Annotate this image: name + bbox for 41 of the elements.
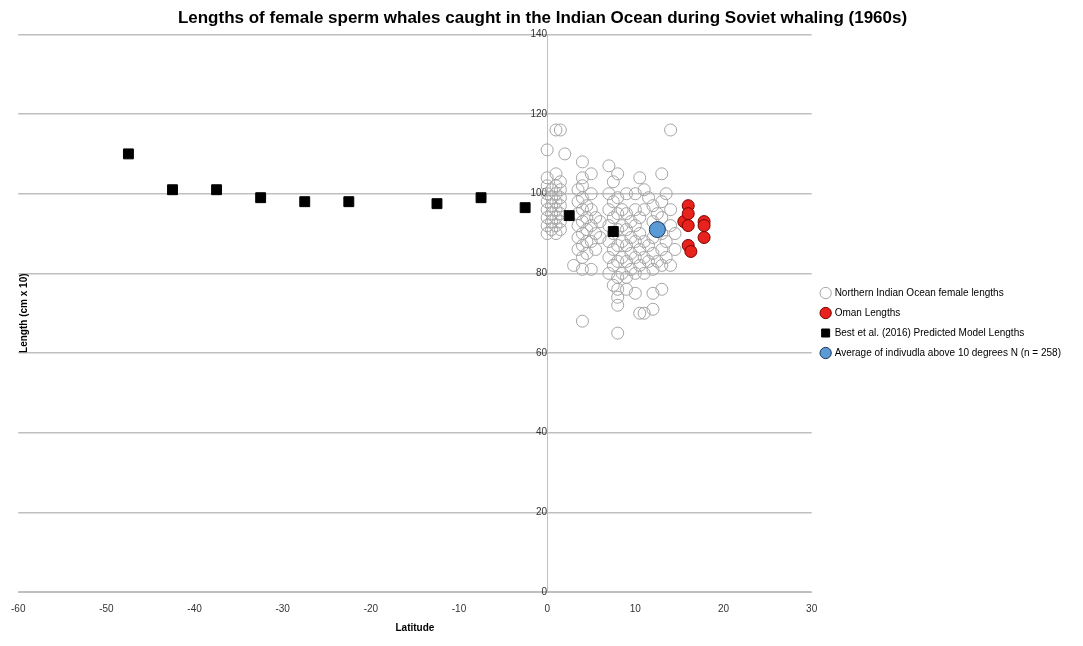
point [343,196,355,208]
legend-label: Oman Lengths [834,306,901,318]
point [607,226,619,237]
x-tick-label: -10 [451,602,467,614]
point [681,219,695,233]
point [697,231,711,245]
point [681,207,695,221]
legend-label: Average of indivudla above 10 degrees N (n = 258) [834,346,1061,358]
legend-label: Northern Indian Ocean female lengths [834,286,1004,298]
y-tick-label: 80 [536,267,548,279]
y-tick-label: 20 [536,506,548,518]
x-tick-label: 30 [806,602,818,614]
point [648,221,666,239]
y-tick-label: 0 [541,585,548,597]
y-tick-label: 40 [536,426,548,438]
point [697,219,711,233]
point [167,184,178,196]
x-tick-label: -60 [11,602,26,614]
y-axis-title: Length (cm x 10) [17,273,29,353]
x-tick-label: -20 [363,602,379,614]
point [122,148,134,160]
x-tick-label: -40 [187,602,203,614]
point [475,192,487,204]
point [255,192,267,204]
point [519,202,531,214]
x-axis-title: Latitude [395,621,435,633]
y-tick-label: 120 [530,107,548,119]
point [684,244,698,258]
chart-title: Lengths of female sperm whales caught in the Indian Ocean during Soviet whaling (1960s) [177,7,908,27]
x-tick-label: 10 [629,602,642,614]
y-tick-label: 140 [530,28,548,40]
point [211,184,223,196]
y-tick-label: 60 [536,346,548,358]
point [431,198,443,210]
x-tick-label: -30 [275,602,291,614]
y-tick-label: 100 [530,187,548,199]
point [299,196,311,208]
x-tick-label: -50 [99,602,115,614]
legend-label: Best et al. (2016) Predicted Model Lengths [834,326,1025,338]
x-tick-label: 20 [717,602,730,614]
point [563,210,575,222]
